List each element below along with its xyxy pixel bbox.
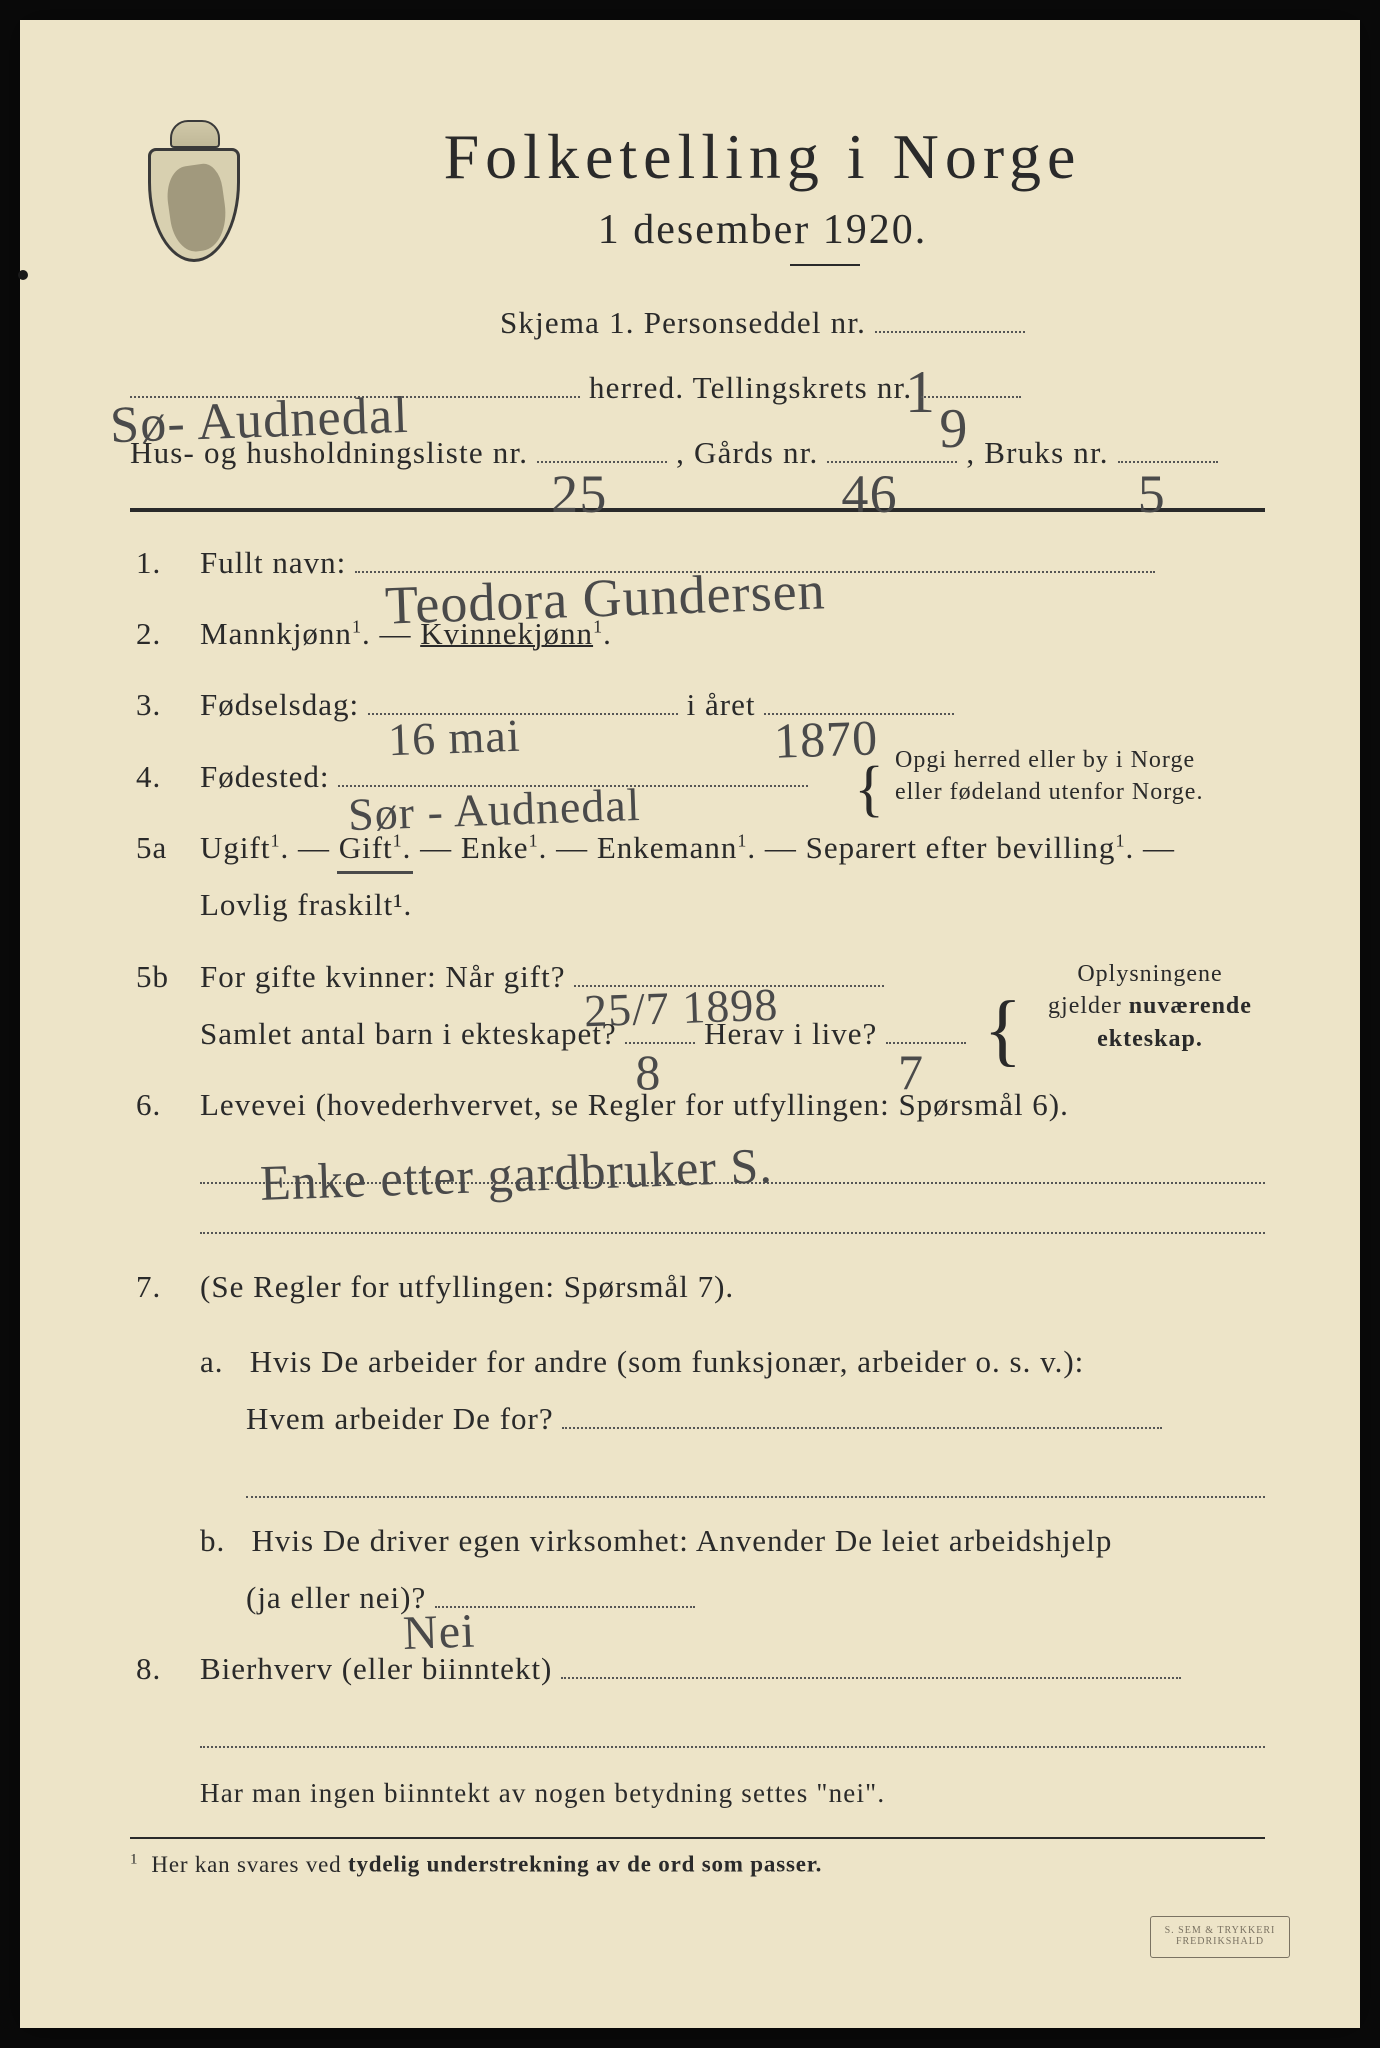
q2-text: Mannkjønn1. — Kvinnekjønn1. <box>200 616 612 651</box>
q4-note-l1: Opgi herred eller by i Norge <box>895 747 1195 773</box>
question-2: 2. Mannkjønn1. — Kvinnekjønn1. <box>130 605 1265 662</box>
q4-number: 4. <box>130 748 200 805</box>
footnote-pre: 1 Her kan svares ved <box>130 1852 348 1877</box>
question-7: 7. (Se Regler for utfyllingen: Spørsmål … <box>130 1258 1265 1627</box>
footnote-bold: tydelig understrekning av de ord som pas… <box>348 1852 822 1877</box>
question-5a: 5a Ugift1. — Gift1. — Enke1. — Enkemann1… <box>130 819 1265 934</box>
q5b-sidenote: Oplysningene gjelder nuværende ekteskap. <box>1035 958 1265 1055</box>
bruks-label: , Bruks nr. <box>966 435 1108 470</box>
q1-label: Fullt navn: <box>200 545 346 580</box>
q7-label: (Se Regler for utfyllingen: Spørsmål 7). <box>200 1269 734 1304</box>
q6-number: 6. <box>130 1076 200 1239</box>
q3-label: Fødselsdag: <box>200 687 359 722</box>
footer-note: Har man ingen biinntekt av nogen betydni… <box>200 1768 1265 1819</box>
q3-mid: i året <box>687 687 756 722</box>
page-subtitle: 1 desember 1920. <box>260 206 1265 254</box>
q5b-label: For gifte kvinner: Når gift? <box>200 959 565 994</box>
question-1: 1. Fullt navn: Teodora Gundersen <box>130 534 1265 591</box>
q7a-l1: Hvis De arbeider for andre (som funksjon… <box>250 1344 1085 1379</box>
bruks-value: 5 <box>1138 443 1166 546</box>
coat-of-arms-icon <box>140 120 250 270</box>
q5b-note-l1: Oplysningene <box>1077 961 1222 987</box>
herred-label: herred. Tellingskrets nr. <box>589 370 912 405</box>
gards-label: , Gårds nr. <box>676 435 818 470</box>
question-4: 4. Fødested: Sør - Audnedal { Opgi herre… <box>130 748 1265 805</box>
question-3: 3. Fødselsdag: 16 mai i året 1870 <box>130 676 1265 733</box>
header-divider <box>130 508 1265 512</box>
census-form-page: Folketelling i Norge 1 desember 1920. Sk… <box>20 20 1360 2028</box>
question-7b: b. Hvis De driver egen virksomhet: Anven… <box>200 1512 1265 1627</box>
schema-label: Skjema 1. Personseddel nr. <box>500 305 866 340</box>
question-6: 6. Levevei (hovederhvervet, se Regler fo… <box>130 1076 1265 1239</box>
q5b-barn-label: Samlet antal barn i ekteskapet? <box>200 1016 617 1051</box>
q4-sidenote: Opgi herred eller by i Norge eller fødel… <box>895 744 1265 809</box>
hus-line: Hus- og husholdningsliste nr. 25 , Gårds… <box>130 424 1265 483</box>
stamp-l2: FREDRIKSHALD <box>1176 1936 1264 1947</box>
q5b-date-value: 25/7 1898 <box>583 961 780 1053</box>
page-title: Folketelling i Norge <box>260 120 1265 194</box>
schema-line: Skjema 1. Personseddel nr. 1 <box>260 294 1265 353</box>
herred-line: Sø- Audnedal herred. Tellingskrets nr. 9 <box>130 359 1265 418</box>
q8-number: 8. <box>130 1640 200 1753</box>
q7a-l2: Hvem arbeider De for? <box>246 1401 554 1436</box>
q5b-note-l3: ekteskap. <box>1097 1026 1203 1052</box>
gards-value: 46 <box>841 443 897 546</box>
q7b-l2-pre: (ja eller nei)? <box>246 1580 426 1615</box>
question-8: 8. Bierhverv (eller biinntekt) <box>130 1640 1265 1753</box>
question-7a: a. Hvis De arbeider for andre (som funks… <box>200 1333 1265 1498</box>
q5a-number: 5a <box>130 819 200 934</box>
q1-number: 1. <box>130 534 200 591</box>
q7b-l1: Hvis De driver egen virksomhet: Anvender… <box>252 1523 1113 1558</box>
stamp-l1: S. SEM & TRYKKERI <box>1165 1925 1276 1936</box>
q4-note-l2: eller fødeland utenfor Norge. <box>895 779 1203 805</box>
husliste-value: 25 <box>551 443 607 546</box>
q5a-text: Ugift1. — Gift1. — Enke1. — Enkemann1. —… <box>200 830 1175 865</box>
footer-divider <box>130 1837 1265 1839</box>
q7a-letter: a. <box>200 1344 241 1379</box>
printer-stamp: S. SEM & TRYKKERI FREDRIKSHALD <box>1150 1916 1290 1958</box>
q5b-note-l2: gjelder nuværende <box>1048 993 1252 1019</box>
q5b-number: 5b <box>130 948 200 1063</box>
q2-number: 2. <box>130 605 200 662</box>
q6-label: Levevei (hovederhvervet, se Regler for u… <box>200 1087 1069 1122</box>
q7b-letter: b. <box>200 1523 243 1558</box>
question-5b: 5b For gifte kvinner: Når gift? 25/7 189… <box>130 948 1265 1063</box>
hole-mark <box>18 270 28 280</box>
q5a-text2: Lovlig fraskilt¹. <box>200 887 412 922</box>
q4-label: Fødested: <box>200 759 330 794</box>
q7-number: 7. <box>130 1258 200 1627</box>
title-divider <box>790 264 860 266</box>
q8-label: Bierhverv (eller biinntekt) <box>200 1651 552 1686</box>
hus-label: Hus- og husholdningsliste nr. <box>130 435 528 470</box>
footnote: 1 Her kan svares ved tydelig understrekn… <box>130 1851 1265 1878</box>
header: Folketelling i Norge 1 desember 1920. Sk… <box>130 120 1265 483</box>
q6-value: Enke etter gardbruker S. <box>259 1119 775 1229</box>
q3-number: 3. <box>130 676 200 733</box>
